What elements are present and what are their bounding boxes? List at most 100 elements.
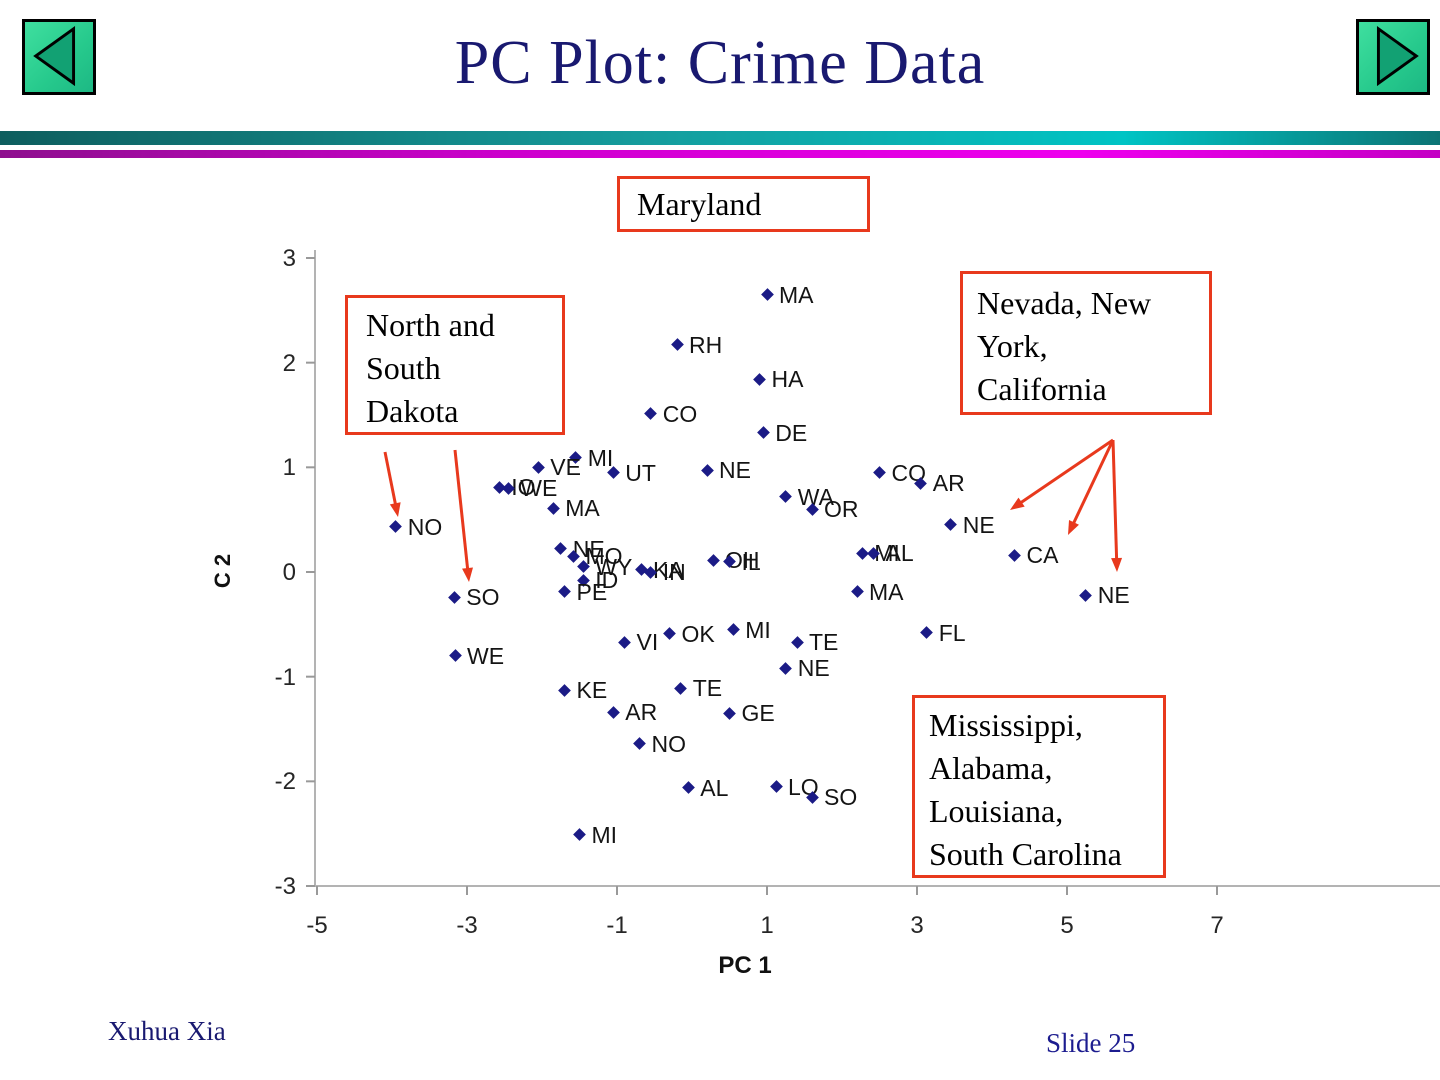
y-tick-label: -2: [274, 768, 296, 796]
data-point-label-ne: NE: [719, 457, 751, 484]
x-tick-label: 5: [1060, 912, 1074, 939]
data-point-label-ok: OK: [681, 620, 715, 647]
data-point-label-ar: AR: [932, 470, 965, 497]
callout-arrowhead: [1068, 519, 1079, 535]
data-point-marker-te: [790, 635, 804, 649]
data-point-label-wy: WY: [595, 553, 633, 580]
data-point-marker-co: [644, 407, 658, 421]
teal-divider-bar: [0, 131, 1440, 145]
magenta-divider-bar: [0, 150, 1440, 158]
x-axis-title: PC 1: [718, 952, 772, 979]
callout-arrowhead: [389, 502, 401, 517]
data-point-label-rh: RH: [689, 331, 723, 358]
x-tick-label: 3: [910, 912, 924, 939]
data-point-label-mi: MI: [591, 821, 618, 848]
data-point-marker-ha: [753, 373, 766, 386]
previous-slide-button[interactable]: [22, 19, 96, 95]
data-point-marker-ne: [700, 464, 714, 477]
data-point-marker-ne: [944, 518, 958, 532]
data-point-label-fl: FL: [938, 619, 966, 646]
data-point-marker-ma: [546, 501, 560, 515]
data-point-marker-ve: [531, 460, 545, 474]
data-point-label-al: AL: [700, 774, 729, 801]
data-point-marker-ne: [554, 542, 568, 556]
data-point-label-te: TE: [809, 629, 839, 656]
y-axis-title: C 2: [210, 553, 235, 589]
data-point-label-wa: WA: [797, 483, 834, 510]
data-point-marker-vi: [618, 635, 631, 649]
data-point-label-so: SO: [824, 784, 858, 811]
x-tick-label: 7: [1210, 912, 1224, 939]
data-point-label-ne: NE: [797, 655, 830, 682]
data-point-marker-lo: [769, 780, 783, 793]
x-tick-label: 1: [760, 912, 774, 939]
callout-nevada-newyork-california: Nevada, New York, California: [960, 271, 1212, 415]
data-point-marker-ar: [606, 705, 620, 719]
data-point-label-ve: VE: [550, 454, 581, 481]
data-point-label-ma: MA: [869, 578, 904, 605]
callout-arrowhead: [1010, 497, 1025, 510]
data-point-label-ma: MA: [779, 281, 814, 308]
next-slide-button[interactable]: [1356, 19, 1430, 95]
data-point-label-in: IN: [662, 559, 686, 585]
data-point-label-ca: CA: [1026, 542, 1059, 569]
data-point-label-ka: KA: [653, 556, 684, 583]
data-point-marker-de: [756, 426, 770, 440]
data-point-marker-te: [674, 681, 688, 695]
callout-arrow: [1068, 439, 1115, 532]
data-point-marker-oh: [706, 554, 720, 567]
x-tick-label: -5: [306, 912, 328, 939]
data-point-label-ut: UT: [625, 459, 656, 486]
data-point-label-ge: GE: [741, 700, 775, 727]
data-point-marker-ma: [850, 585, 864, 599]
data-point-marker-co: [873, 466, 886, 479]
data-point-label-il: IL: [741, 548, 761, 575]
data-point-marker-no: [389, 520, 403, 534]
data-point-marker-ne: [779, 661, 793, 675]
slide-number: Slide 25: [1046, 1028, 1136, 1058]
data-point-marker-ne: [1079, 588, 1093, 602]
data-point-label-ar: AR: [625, 699, 658, 726]
data-point-label-no: NO: [651, 730, 687, 757]
y-tick-label: -3: [274, 873, 296, 900]
callout-arrow: [1111, 439, 1119, 568]
data-point-label-we: WE: [520, 475, 558, 502]
data-point-label-ke: KE: [576, 677, 608, 704]
data-point-label-id: ID: [595, 567, 619, 594]
data-point-marker-so: [447, 590, 461, 604]
data-point-marker-wa: [779, 490, 793, 503]
data-point-marker-no: [633, 737, 646, 751]
y-tick-label: 0: [282, 559, 296, 586]
data-point-label-mi: MI: [745, 616, 771, 643]
data-point-marker-ke: [558, 683, 571, 697]
y-tick-label: -1: [274, 663, 296, 691]
data-point-label-no: NO: [407, 513, 443, 540]
data-point-label-so: SO: [466, 584, 500, 611]
data-point-label-pe: PE: [576, 578, 608, 605]
callout-arrow: [1013, 438, 1114, 509]
arrow-left-icon: [33, 25, 76, 87]
data-point-label-or: OR: [824, 496, 859, 523]
data-point-marker-fl: [920, 626, 934, 640]
callout-arrowhead: [462, 567, 473, 582]
y-tick-label: 2: [282, 349, 296, 377]
data-point-marker-rh: [670, 338, 684, 352]
y-tick-label: 3: [282, 244, 296, 272]
data-point-label-mo: MO: [585, 543, 623, 570]
slide-title: PC Plot: Crime Data: [454, 29, 986, 97]
data-point-marker-mi: [726, 623, 740, 636]
data-point-marker-ge: [723, 706, 736, 720]
data-point-label-ma: MA: [565, 495, 600, 522]
callout-mississippi-alabama-louisiana-southcarolina: Mississippi, Alabama, Louisiana, South C…: [912, 695, 1166, 878]
data-point-label-ne: NE: [1097, 582, 1130, 609]
data-point-label-co: CO: [662, 400, 698, 427]
x-tick-label: -3: [456, 912, 478, 939]
y-tick-label: 1: [282, 454, 296, 482]
data-point-label-de: DE: [775, 419, 808, 446]
data-point-marker-we: [448, 649, 462, 663]
data-point-label-io: IO: [511, 474, 536, 501]
data-point-marker-ok: [663, 627, 676, 641]
data-point-label-vi: VI: [636, 629, 659, 656]
x-tick-label: -1: [606, 912, 628, 939]
data-point-marker-ca: [1008, 548, 1021, 562]
